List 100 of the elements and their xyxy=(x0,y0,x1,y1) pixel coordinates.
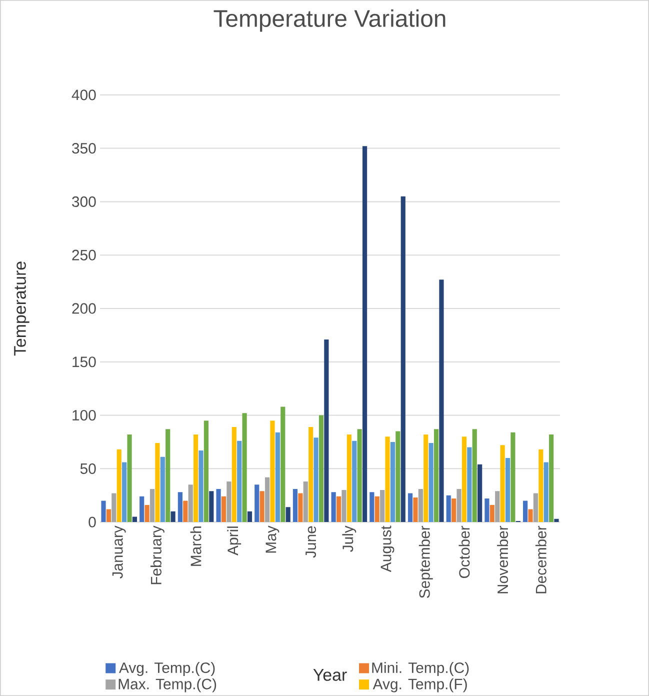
bar xyxy=(408,493,413,522)
y-tick-label: 200 xyxy=(72,303,96,314)
bar xyxy=(270,420,275,522)
bar xyxy=(260,491,264,522)
bar xyxy=(346,434,352,522)
bar xyxy=(242,413,247,522)
bar xyxy=(472,429,477,522)
bar xyxy=(314,438,318,522)
x-tick-label: March xyxy=(190,526,202,566)
legend-label: Max. Temp.(C) xyxy=(118,678,216,692)
bar xyxy=(439,280,444,522)
bar xyxy=(522,500,528,522)
bar xyxy=(140,496,144,522)
bar xyxy=(298,493,303,522)
bar xyxy=(352,440,357,522)
bar xyxy=(178,492,182,522)
bar xyxy=(400,196,406,522)
bar xyxy=(204,420,208,522)
bar xyxy=(132,516,138,522)
bar xyxy=(112,493,116,522)
bar xyxy=(505,458,510,522)
y-tick-label: 300 xyxy=(72,196,96,207)
bar xyxy=(254,484,260,522)
bar xyxy=(380,490,385,522)
x-tick-label: June xyxy=(306,526,316,558)
x-tick-label: December xyxy=(535,526,546,594)
bar xyxy=(144,504,150,522)
x-tick-label: September xyxy=(418,526,433,598)
bar xyxy=(467,447,472,522)
x-tick-label: August xyxy=(380,526,394,572)
bar xyxy=(484,498,490,522)
bar xyxy=(280,406,286,522)
bar xyxy=(122,462,127,522)
bar xyxy=(286,507,290,522)
y-tick-label: 100 xyxy=(72,410,96,421)
bar xyxy=(462,436,467,522)
bar xyxy=(357,429,362,522)
bar xyxy=(232,427,236,522)
x-tick-label: July xyxy=(342,526,356,552)
bar xyxy=(495,491,500,522)
legend-label: Avg. Temp.(C) xyxy=(119,662,215,676)
bar xyxy=(533,493,538,522)
legend-label: Avg. Temp.(F) xyxy=(372,678,467,692)
bar xyxy=(209,491,214,522)
bar xyxy=(193,434,198,522)
bar xyxy=(362,146,368,522)
bar xyxy=(549,434,554,522)
bar xyxy=(370,492,374,522)
bar xyxy=(510,432,516,522)
x-axis-title: Year xyxy=(313,669,347,681)
bar xyxy=(303,481,308,522)
bar xyxy=(374,496,380,522)
bar xyxy=(452,498,456,522)
bar xyxy=(500,445,505,522)
bar xyxy=(150,488,155,522)
bar xyxy=(396,431,400,522)
bar xyxy=(538,449,544,522)
bar xyxy=(106,509,111,522)
x-tick-label: April xyxy=(227,526,242,556)
y-axis-title: Temperature xyxy=(14,262,30,356)
x-tick-label: February xyxy=(150,526,164,584)
chart-title: Temperature Variation xyxy=(214,9,446,32)
bar xyxy=(116,449,122,522)
y-tick-label: 350 xyxy=(72,143,96,154)
bar xyxy=(342,490,346,522)
bar xyxy=(188,484,193,522)
y-tick-label: 0 xyxy=(88,516,96,528)
bar xyxy=(221,496,226,522)
bar xyxy=(434,429,439,522)
bar xyxy=(331,492,336,522)
legend-label: Mini. Temp.(C) xyxy=(372,662,469,676)
bar xyxy=(424,434,428,522)
bar xyxy=(226,481,232,522)
bar xyxy=(160,456,165,522)
bar xyxy=(413,497,418,522)
bar xyxy=(385,436,390,522)
y-tick-label: 150 xyxy=(72,356,96,368)
bar xyxy=(101,500,106,522)
bar xyxy=(318,415,324,522)
bar xyxy=(308,427,314,522)
bar xyxy=(554,518,559,522)
bar xyxy=(183,500,188,522)
bar xyxy=(292,488,298,522)
bar xyxy=(166,429,170,522)
y-tick-label: 250 xyxy=(72,250,96,260)
bar xyxy=(198,450,204,522)
bar xyxy=(390,442,396,522)
bar xyxy=(237,440,242,522)
bar xyxy=(216,488,221,522)
bar xyxy=(155,443,160,522)
bar xyxy=(336,496,342,522)
bar xyxy=(544,462,548,522)
bar xyxy=(528,509,533,522)
bar xyxy=(275,432,280,522)
bar xyxy=(490,504,494,522)
bar xyxy=(324,339,329,522)
x-tick-label: May xyxy=(266,526,280,553)
bar xyxy=(418,488,423,522)
bar xyxy=(170,511,176,522)
bar xyxy=(456,488,462,522)
